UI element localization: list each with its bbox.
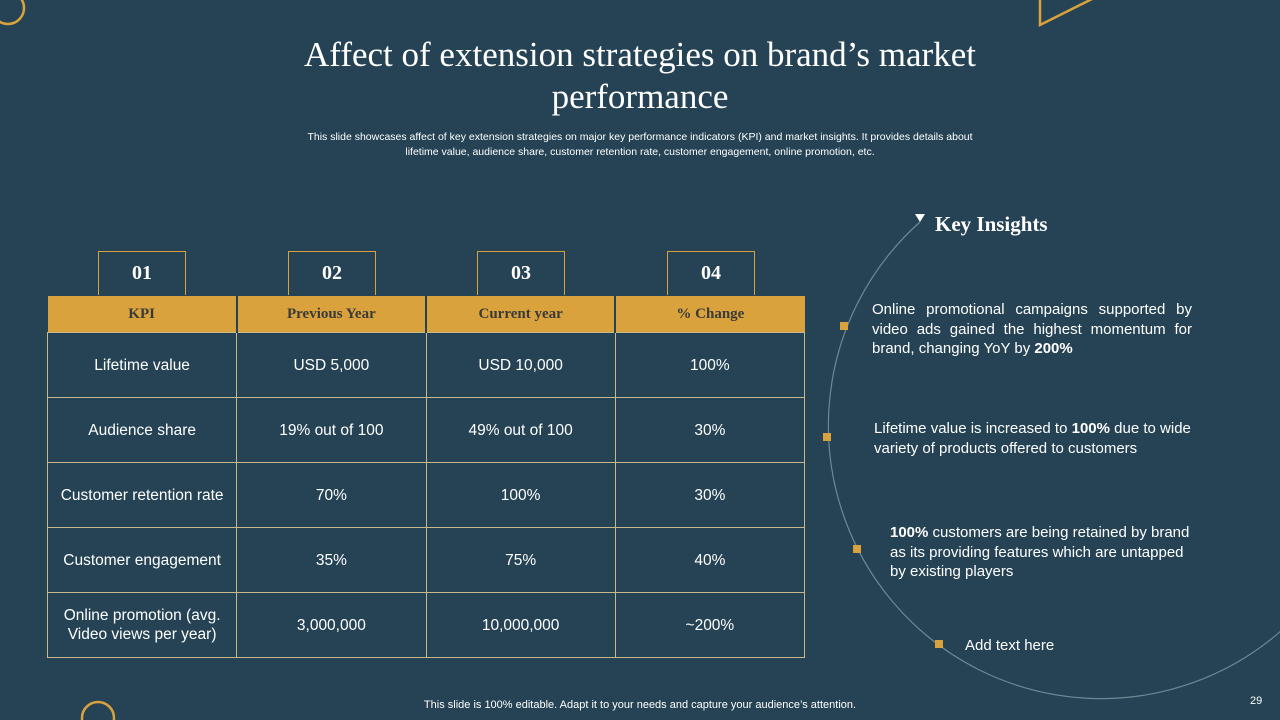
insight-text-2-highlight: 100% — [1071, 420, 1110, 437]
page-title: Affect of extension strategies on brand’… — [304, 35, 976, 116]
kpi-table: KPI Previous Year Current year % Change … — [46, 296, 806, 658]
table-cell: 40% — [614, 527, 806, 593]
table-cell: 30% — [614, 462, 806, 528]
table-cell: Online promotion (avg. Video views per y… — [46, 592, 238, 658]
table-cell: Customer engagement — [46, 527, 238, 593]
key-insights-title: Key Insights — [935, 212, 1048, 236]
table-cell: Customer retention rate — [46, 462, 238, 528]
table-cell: 49% out of 100 — [425, 397, 616, 463]
table-row: Audience share 19% out of 100 49% out of… — [46, 397, 806, 463]
insight-bullet-2 — [823, 433, 831, 441]
table-cell: 3,000,000 — [236, 592, 427, 658]
insight-bullet-3 — [853, 545, 861, 553]
insight-text-3-rest: customers are being retained by brand as… — [890, 524, 1190, 580]
insight-text-2-rest: due to wide variety of products offered … — [874, 420, 1191, 457]
insight-text-3: 100% customers are being retained by bra… — [890, 523, 1190, 582]
insight-text-4-part: Add text here — [965, 637, 1055, 654]
column-tab-04: 04 — [667, 251, 755, 295]
column-tab-03: 03 — [477, 251, 565, 295]
table-cell: 10,000,000 — [425, 592, 616, 658]
insight-text-1-part: Online promotional campaigns supported b… — [872, 301, 1192, 357]
insight-text-1-highlight: 200% — [1034, 340, 1073, 357]
insight-bullet-1 — [840, 322, 848, 330]
table-cell: 30% — [614, 397, 806, 463]
table-cell: 100% — [614, 332, 806, 398]
table-row: Online promotion (avg. Video views per y… — [46, 592, 806, 658]
insight-text-2: Lifetime value is increased to 100% due … — [874, 419, 1204, 458]
table-row: Customer retention rate 70% 100% 30% — [46, 462, 806, 528]
insight-text-4: Add text here — [965, 636, 1165, 656]
table-cell: 100% — [425, 462, 616, 528]
page-number: 29 — [1250, 695, 1263, 707]
page-subtitle: This slide showcases affect of key exten… — [307, 131, 973, 158]
header-current-year: Current year — [426, 296, 617, 333]
insight-text-3-highlight: 100% — [890, 524, 929, 541]
table-row: Customer engagement 35% 75% 40% — [46, 527, 806, 593]
corner-circle-top-left — [0, 0, 26, 26]
table-cell: USD 5,000 — [236, 332, 427, 398]
insight-text-2-part: Lifetime value is increased to — [874, 420, 1072, 437]
table-cell: 19% out of 100 — [236, 397, 427, 463]
insights-arc — [827, 221, 1280, 700]
table-cell: Audience share — [46, 397, 238, 463]
corner-circle-bottom — [80, 700, 116, 720]
corner-triangle-top — [1038, 0, 1093, 28]
table-cell: 35% — [236, 527, 427, 593]
insight-bullet-4 — [935, 640, 943, 648]
header-previous-year: Previous Year — [236, 296, 428, 333]
table-cell: USD 10,000 — [425, 332, 616, 398]
header-percent-change: % Change — [615, 296, 805, 333]
header-kpi: KPI — [47, 296, 238, 333]
footer-note: This slide is 100% editable. Adapt it to… — [423, 699, 857, 711]
table-cell: Lifetime value — [46, 332, 238, 398]
table-cell: 70% — [236, 462, 427, 528]
table-header-row: KPI Previous Year Current year % Change — [47, 296, 805, 333]
column-tab-01: 01 — [98, 251, 186, 295]
column-tab-02: 02 — [288, 251, 376, 295]
table-row: Lifetime value USD 5,000 USD 10,000 100% — [46, 332, 806, 398]
insight-text-1: Online promotional campaigns supported b… — [872, 300, 1192, 359]
table-cell: 75% — [425, 527, 616, 593]
arc-pointer-icon — [915, 214, 925, 222]
table-cell: ~200% — [614, 592, 806, 658]
